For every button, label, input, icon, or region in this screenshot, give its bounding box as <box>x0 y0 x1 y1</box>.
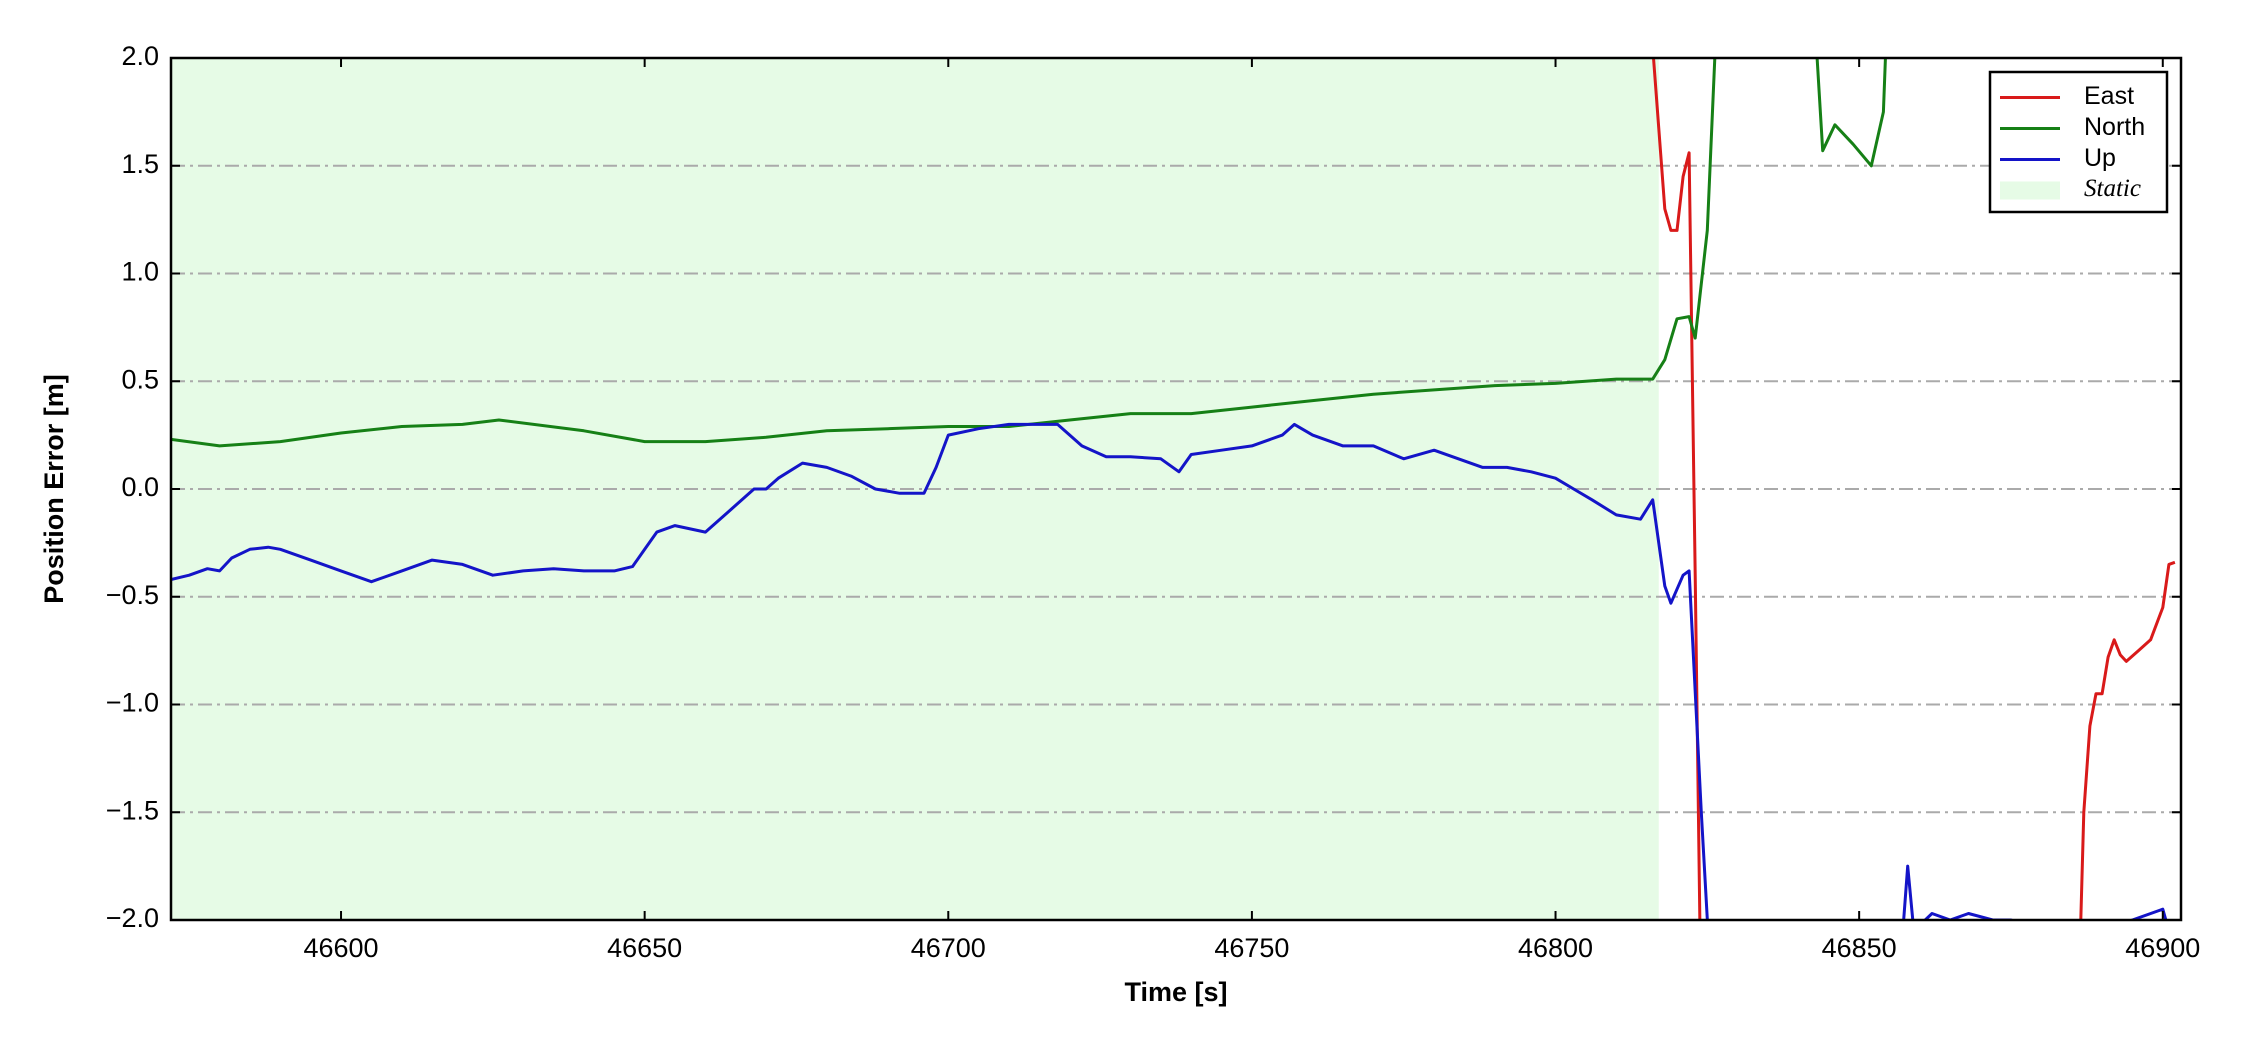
y-tick-label: 2.0 <box>121 41 159 71</box>
legend-swatch <box>2000 181 2060 200</box>
x-tick-label: 46750 <box>1214 933 1289 963</box>
y-tick-label: 0.5 <box>121 364 159 394</box>
series-line <box>1652 58 2176 920</box>
series-line <box>171 422 2168 920</box>
plot-area <box>171 58 2181 920</box>
x-tick-label: 46700 <box>911 933 986 963</box>
x-tick-label: 46800 <box>1518 933 1593 963</box>
y-tick-label: −2.0 <box>106 903 159 933</box>
y-tick-label: 0.0 <box>121 472 159 502</box>
y-tick-label: 1.5 <box>121 149 159 179</box>
legend-label: North <box>2084 113 2145 141</box>
y-tick-label: −0.5 <box>106 580 159 610</box>
x-tick-label: 46850 <box>1822 933 1897 963</box>
legend: East North Up Static <box>1988 70 2169 214</box>
y-tick-label: −1.0 <box>106 688 159 718</box>
x-tick-label: 46600 <box>303 933 378 963</box>
x-tick-label: 46900 <box>2125 933 2200 963</box>
legend-label: Up <box>2084 144 2116 172</box>
legend-label: East <box>2084 82 2134 110</box>
x-tick-label: 46650 <box>607 933 682 963</box>
x-axis-label: Time [s] <box>1124 977 1227 1007</box>
legend-label: Static <box>2084 175 2141 202</box>
y-axis-label: Position Error [m] <box>39 374 69 604</box>
y-tick-label: −1.5 <box>106 795 159 825</box>
series-line <box>171 58 2175 448</box>
y-tick-label: 1.0 <box>121 257 159 287</box>
